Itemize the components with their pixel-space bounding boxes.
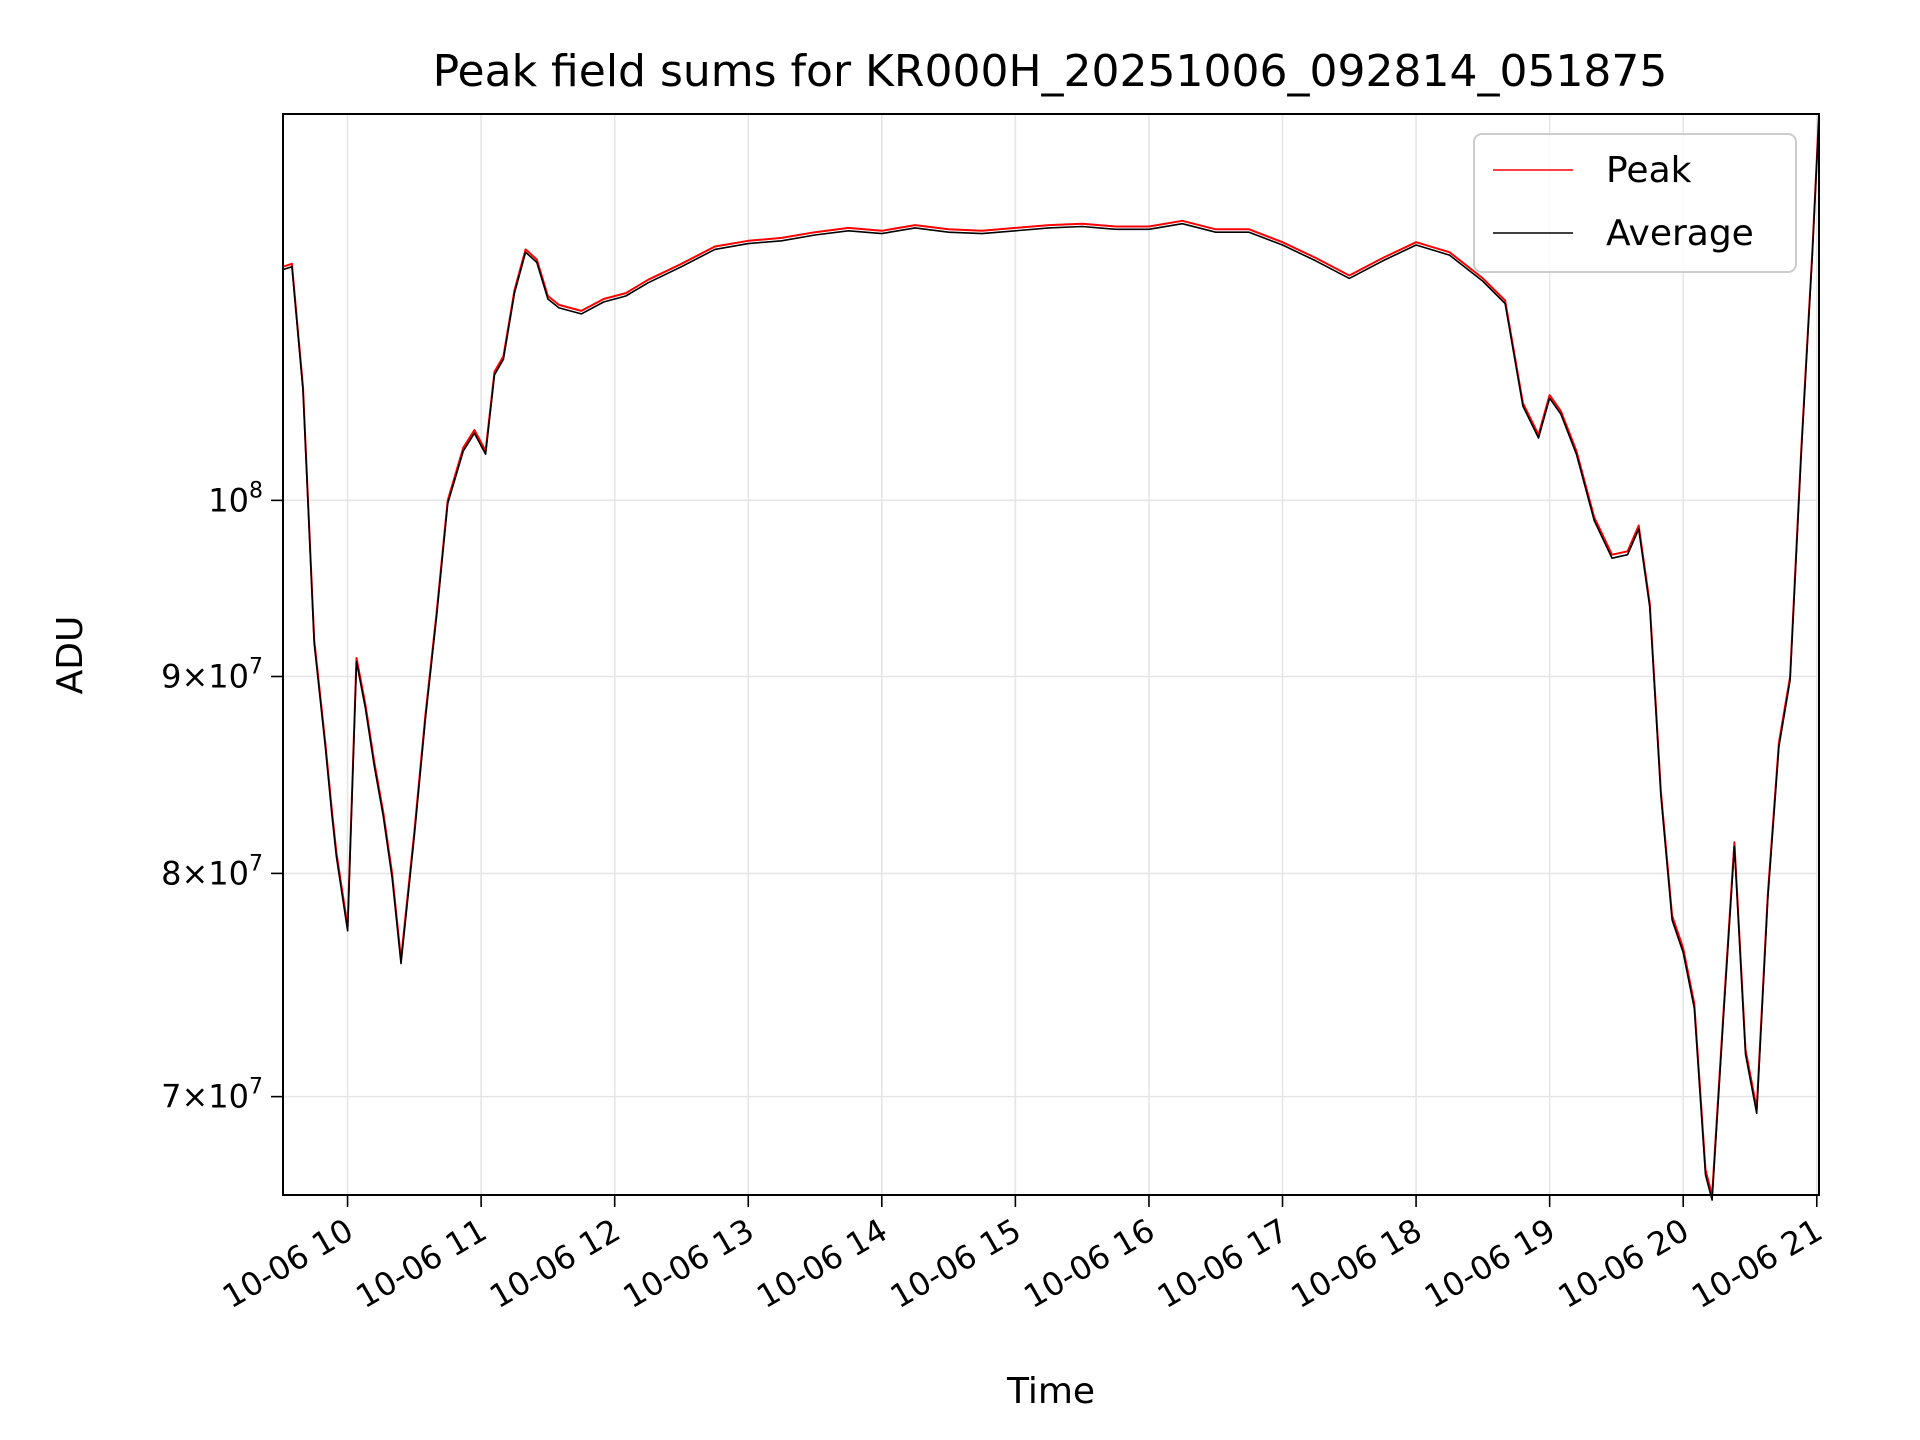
y-tick-base: 10 (208, 481, 249, 519)
legend-label-average: Average (1606, 213, 1754, 254)
series-line-average (282, 116, 1820, 1201)
y-axis-label: ADU (50, 616, 91, 695)
y-tick-mantissa: 7 (161, 1078, 181, 1116)
y-tick-base: 10 (208, 854, 249, 892)
plot-frame (282, 113, 1820, 1196)
legend-box (1473, 133, 1797, 273)
y-tick-times: × (181, 657, 208, 695)
legend-label-peak: Peak (1606, 150, 1692, 191)
y-tick-label: 108 (208, 478, 263, 519)
grid-lines (283, 114, 1819, 1195)
y-tick-exponent: 7 (249, 851, 263, 876)
y-tick-mantissa: 8 (161, 854, 181, 892)
y-tick-times: × (181, 854, 208, 892)
legend: Peak Average (1473, 133, 1797, 273)
y-tick-base: 10 (208, 657, 249, 695)
y-tick-base: 10 (208, 1078, 249, 1116)
y-tick-exponent: 7 (249, 1075, 263, 1100)
y-tick-label: 7×107 (161, 1075, 263, 1116)
y-tick-label: 9×107 (161, 654, 263, 695)
plot-lines (282, 113, 1820, 1201)
chart-title: Peak field sums for KR000H_20251006_0928… (433, 46, 1668, 97)
x-axis-label: Time (1006, 1371, 1095, 1412)
y-tick-times: × (181, 1078, 208, 1116)
y-tick-exponent: 7 (249, 654, 263, 679)
y-tick-mantissa: 9 (161, 657, 181, 695)
y-tick-label: 8×107 (161, 851, 263, 892)
y-tick-exponent: 8 (249, 478, 263, 503)
